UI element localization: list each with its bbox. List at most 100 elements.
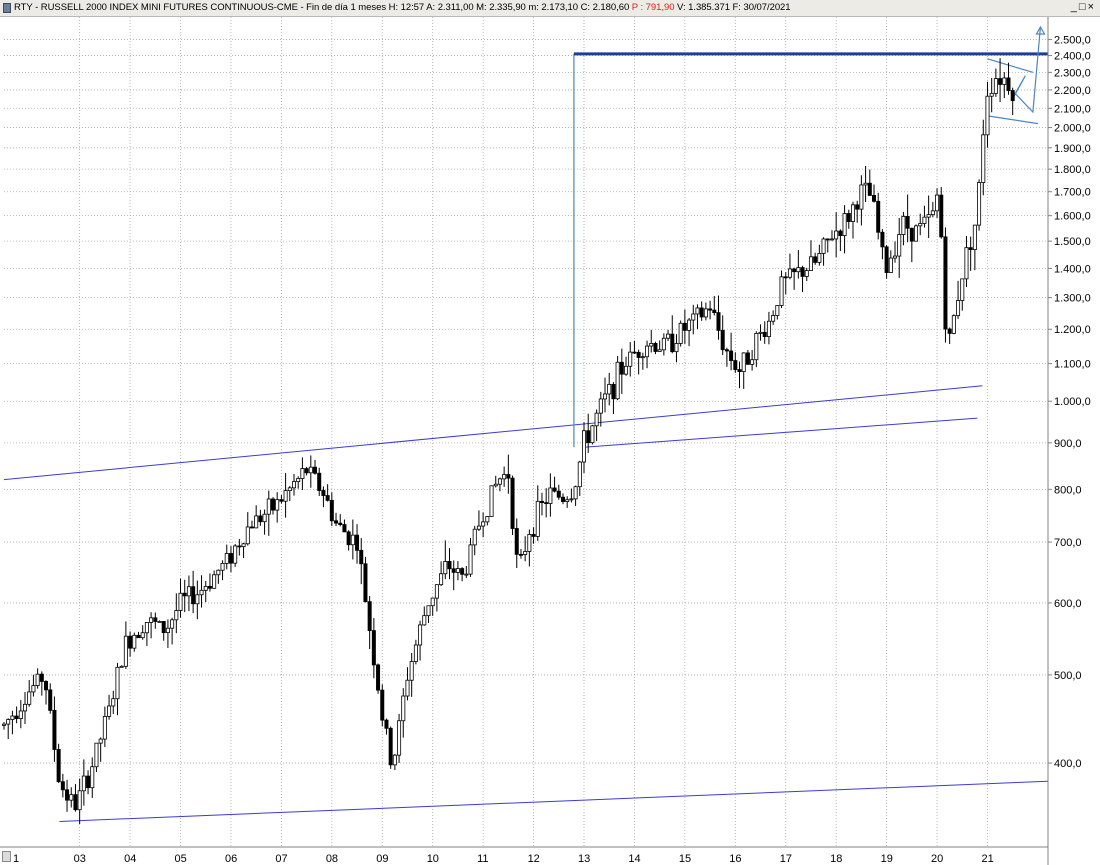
middle-trend-line-extension bbox=[583, 417, 978, 448]
candle-body bbox=[939, 194, 944, 238]
y-tick-label: 2.500,0 bbox=[1054, 34, 1091, 46]
candle-body bbox=[909, 227, 914, 242]
candle-body bbox=[762, 331, 767, 338]
candle-body bbox=[384, 719, 389, 729]
candle-body bbox=[951, 315, 956, 334]
candle-body bbox=[842, 213, 847, 236]
triangle-lower-line bbox=[987, 115, 1039, 125]
candle-body bbox=[813, 256, 818, 263]
x-axis: 1 03 04 05 06 07 08 09 10 11 12 13 14 15 16 17 18 19 20 21 bbox=[0, 846, 1048, 865]
candle-body bbox=[472, 528, 477, 546]
candle-body bbox=[31, 685, 36, 693]
y-tick-label: 1.200,0 bbox=[1054, 324, 1091, 336]
candle-body bbox=[266, 498, 271, 515]
candle-body bbox=[901, 215, 906, 235]
y-tick-label: 400,0 bbox=[1054, 758, 1082, 770]
candle-body bbox=[678, 322, 683, 344]
candle-body bbox=[998, 78, 1003, 85]
scroll-left-button[interactable] bbox=[2, 851, 11, 862]
candle-body bbox=[880, 231, 885, 248]
candle-body bbox=[275, 499, 280, 511]
candle-body bbox=[279, 499, 284, 502]
candle-body bbox=[893, 255, 898, 259]
y-tick-label: 2.200,0 bbox=[1054, 85, 1091, 97]
candle-body bbox=[800, 267, 805, 277]
candle-body bbox=[397, 720, 402, 756]
candle-body bbox=[455, 568, 460, 573]
candle-body bbox=[506, 474, 511, 479]
candle-body bbox=[754, 333, 759, 361]
candle-body bbox=[304, 468, 309, 474]
candle-body bbox=[119, 665, 124, 668]
x-tick-label: 09 bbox=[376, 853, 388, 865]
x-tick-label: 08 bbox=[326, 853, 338, 865]
candle-body bbox=[724, 349, 729, 352]
header-p-value: P : 791,90 bbox=[631, 2, 675, 13]
candle-body bbox=[355, 534, 360, 551]
candle-body bbox=[712, 309, 717, 314]
candle-body bbox=[817, 253, 822, 263]
candle-body bbox=[808, 256, 813, 271]
candle-body bbox=[18, 710, 23, 720]
x-tick-label: 07 bbox=[275, 853, 287, 865]
x-tick-label: 05 bbox=[175, 853, 187, 865]
candle-body bbox=[489, 485, 494, 517]
candle-body bbox=[207, 585, 212, 589]
candle-body bbox=[821, 238, 826, 254]
candle-body bbox=[321, 490, 326, 496]
candle-body bbox=[338, 522, 343, 525]
candle-body bbox=[23, 703, 28, 712]
candle-body bbox=[670, 333, 675, 353]
candle-body bbox=[775, 305, 780, 316]
candle-body bbox=[1002, 77, 1007, 85]
candle-body bbox=[708, 308, 713, 311]
candle-body bbox=[993, 78, 998, 94]
candle-body bbox=[737, 369, 742, 373]
candle-body bbox=[434, 584, 439, 599]
candle-body bbox=[405, 679, 410, 697]
close-button[interactable]: × bbox=[1087, 1, 1094, 13]
y-tick-label: 1.600,0 bbox=[1054, 211, 1091, 223]
candle-body bbox=[1010, 90, 1015, 101]
candle-body bbox=[611, 383, 616, 400]
candlestick-chart[interactable]: 400,0 500,0 600,0 700,0 800,0 900,0 1.000,0 1.1… bbox=[0, 17, 1100, 865]
candle-body bbox=[556, 490, 561, 498]
y-tick-label: 1.500,0 bbox=[1054, 236, 1091, 248]
candle-body bbox=[750, 359, 755, 365]
candle-body bbox=[989, 92, 994, 97]
candle-body bbox=[426, 605, 431, 617]
x-tick-label: 17 bbox=[780, 853, 792, 865]
candle-body bbox=[107, 705, 112, 717]
candle-body bbox=[766, 320, 771, 338]
candle-body bbox=[850, 204, 855, 222]
candle-body bbox=[539, 500, 544, 504]
candle-body bbox=[935, 194, 940, 212]
candle-body bbox=[691, 313, 696, 321]
candle-body bbox=[174, 610, 179, 621]
candle-body bbox=[115, 666, 120, 700]
candle-body bbox=[682, 322, 687, 331]
candle-body bbox=[598, 398, 603, 414]
candle-body bbox=[371, 630, 376, 666]
window-buttons: _ □ × bbox=[1069, 1, 1094, 13]
candle-body bbox=[888, 257, 893, 273]
candle-body bbox=[380, 689, 385, 721]
candle-body bbox=[249, 526, 254, 529]
candle-body bbox=[653, 343, 658, 352]
candle-body bbox=[44, 681, 49, 691]
candle-body bbox=[741, 352, 746, 373]
candle-body bbox=[632, 351, 637, 354]
minimize-button[interactable]: _ bbox=[1070, 1, 1077, 13]
x-tick-label: 16 bbox=[729, 853, 741, 865]
x-tick-label: 12 bbox=[528, 853, 540, 865]
candle-body bbox=[464, 573, 469, 576]
header-date: F: 30/07/2021 bbox=[732, 2, 791, 13]
candle-body bbox=[296, 478, 301, 483]
maximize-button[interactable]: □ bbox=[1078, 1, 1086, 13]
symbol-description: RTY - RUSSELL 2000 INDEX MINI FUTURES CO… bbox=[14, 2, 387, 13]
grid-lines bbox=[4, 17, 1048, 847]
candle-body bbox=[195, 594, 200, 605]
candle-body bbox=[783, 276, 788, 279]
chart-window-icon[interactable] bbox=[3, 3, 11, 13]
candle-body bbox=[35, 673, 40, 686]
